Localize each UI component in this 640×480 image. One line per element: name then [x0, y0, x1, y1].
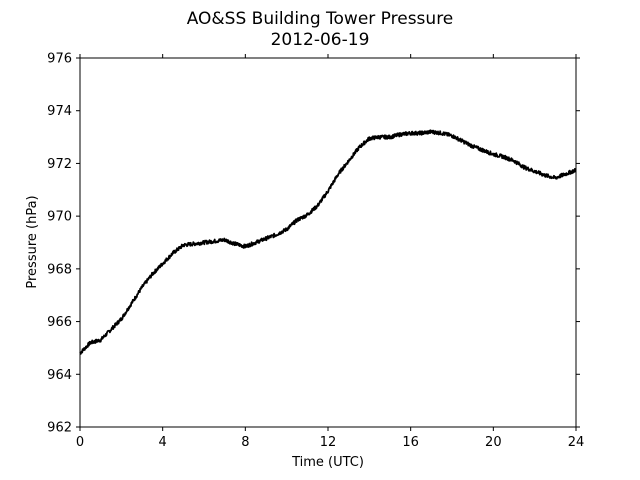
y-tick-label: 962 [47, 421, 72, 436]
chart-title: AO&SS Building Tower Pressure [187, 9, 454, 29]
chart-subtitle: 2012-06-19 [271, 30, 370, 50]
x-tick-label: 8 [241, 435, 249, 450]
x-tick-label: 12 [320, 435, 337, 450]
y-tick-label: 972 [47, 157, 72, 172]
x-axis-label: Time (UTC) [291, 455, 364, 470]
x-tick-label: 4 [159, 435, 167, 450]
x-tick-label: 16 [402, 435, 419, 450]
y-axis-label: Pressure (hPa) [25, 195, 40, 288]
y-tick-label: 974 [47, 104, 72, 119]
pressure-series-line [79, 129, 577, 355]
y-tick-label: 970 [47, 210, 72, 225]
y-tick-label: 968 [47, 262, 72, 277]
y-tick-label: 964 [47, 368, 72, 383]
x-tick-label: 24 [568, 435, 585, 450]
y-tick-label: 976 [47, 52, 72, 67]
y-tick-label: 966 [47, 315, 72, 330]
plot-frame [79, 57, 577, 428]
x-tick-label: 0 [76, 435, 84, 450]
x-tick-label: 20 [485, 435, 502, 450]
